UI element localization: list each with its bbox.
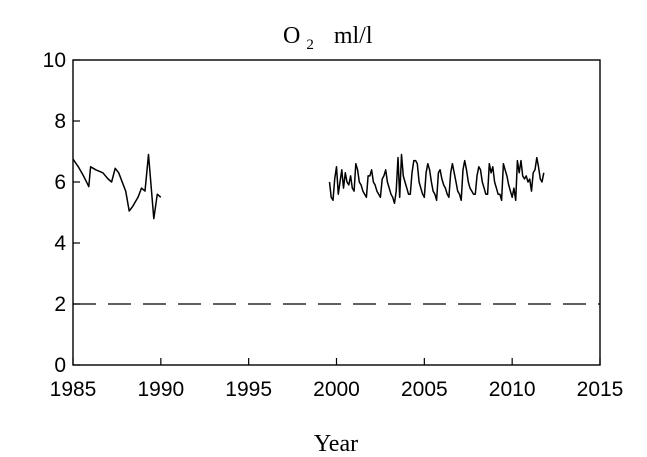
series-lines [72, 153, 545, 220]
x-tick-label: 2000 [313, 378, 360, 401]
chart-title: O 2 ml/l [283, 23, 373, 55]
x-tick-label: 1995 [225, 378, 272, 401]
x-tick-label: 1990 [137, 378, 184, 401]
chart-title-main: O [283, 23, 300, 49]
y-tick-label: 4 [54, 232, 66, 255]
series-line-segment [328, 153, 545, 205]
x-tick-label: 2005 [401, 378, 448, 401]
plot-frame [72, 59, 601, 366]
y-tick-label: 0 [54, 354, 66, 377]
chart-title-subscript: 2 [306, 37, 314, 53]
x-tick-label: 2015 [577, 378, 624, 401]
y-axis-ticks: 0 2 4 6 8 10 [43, 49, 80, 377]
series-line-segment [72, 153, 162, 220]
x-axis-ticks: 1985 1990 1995 2000 2005 2010 2015 [50, 358, 624, 401]
chart-title-unit: ml/l [334, 23, 373, 49]
y-tick-label: 10 [43, 49, 66, 72]
svg-text:O 2 ml/l: O 2 ml/l [283, 23, 373, 55]
y-tick-label: 8 [54, 110, 66, 133]
x-tick-label: 2010 [489, 378, 536, 401]
y-tick-label: 6 [54, 171, 66, 194]
y-tick-label: 2 [54, 293, 66, 316]
x-axis-title: Year [314, 431, 358, 457]
x-tick-label: 1985 [50, 378, 97, 401]
